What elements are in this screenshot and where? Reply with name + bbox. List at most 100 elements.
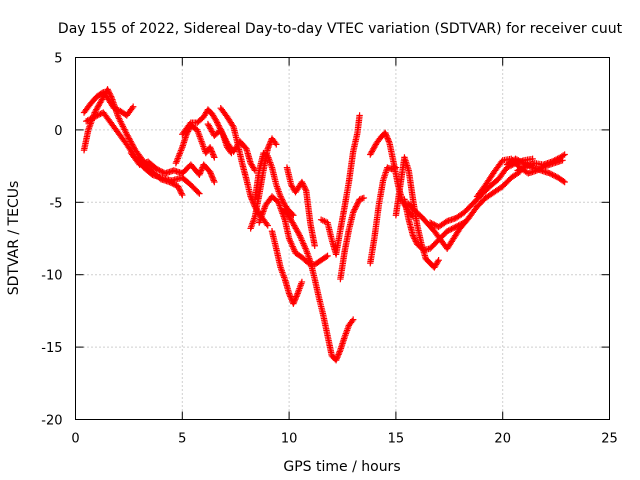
data-point — [546, 170, 553, 177]
x-tick-label: 10 — [281, 432, 298, 447]
data-point — [354, 200, 361, 207]
data-point — [196, 171, 203, 178]
data-point — [301, 184, 308, 192]
data-point — [552, 173, 559, 180]
data-point — [561, 178, 568, 186]
data-point — [515, 157, 522, 164]
data-point — [107, 93, 115, 100]
data-point — [210, 177, 217, 184]
data-point — [265, 144, 272, 151]
x-tick-label: 0 — [71, 432, 79, 447]
data-point — [208, 171, 215, 178]
y-tick-label: 0 — [54, 124, 62, 139]
data-point — [214, 120, 222, 128]
data-point — [560, 152, 567, 159]
data-point — [209, 151, 217, 158]
data-point — [179, 191, 186, 199]
series-track-x — [503, 155, 568, 186]
data-point — [129, 103, 137, 110]
data-point — [213, 119, 221, 126]
data-point — [169, 180, 176, 187]
data-point — [356, 112, 363, 119]
data-point — [352, 204, 359, 212]
data-point — [446, 226, 454, 234]
data-point — [295, 230, 303, 238]
data-point — [263, 220, 270, 228]
data-point — [333, 355, 340, 362]
data-point — [207, 145, 214, 152]
data-point — [352, 203, 360, 210]
data-point — [519, 159, 526, 166]
data-point — [445, 227, 452, 234]
data-point — [88, 115, 96, 122]
data-point — [353, 201, 360, 209]
data-point — [383, 133, 391, 141]
y-tick-label: 5 — [54, 52, 62, 67]
data-point — [300, 181, 307, 189]
data-point — [106, 90, 113, 97]
data-point — [442, 218, 449, 226]
data-point — [206, 144, 214, 151]
series-track-q — [367, 164, 400, 267]
data-point — [293, 293, 300, 300]
x-tick-label: 15 — [388, 432, 405, 447]
data-point — [554, 155, 561, 163]
data-point — [551, 157, 558, 164]
data-point — [156, 167, 163, 174]
data-point — [154, 166, 162, 173]
data-point — [412, 238, 420, 245]
data-point — [213, 118, 220, 125]
grid — [75, 57, 610, 420]
data-point — [449, 225, 457, 232]
data-point — [105, 89, 113, 96]
data-point — [229, 122, 236, 129]
data-point — [354, 199, 362, 206]
data-point — [266, 141, 273, 148]
data-point — [279, 197, 286, 205]
data-point — [221, 135, 229, 142]
series-track-l — [268, 228, 306, 307]
data-point — [426, 219, 434, 226]
data-point — [435, 257, 442, 264]
data-point — [548, 158, 556, 165]
data-point — [520, 164, 527, 171]
data-point — [428, 220, 435, 227]
data-point — [176, 187, 184, 194]
data-point — [336, 348, 343, 355]
data-point — [452, 223, 459, 231]
data-point — [334, 352, 342, 359]
data-point — [206, 168, 214, 176]
data-point — [385, 138, 393, 145]
data-point — [175, 184, 182, 192]
data-point — [272, 139, 279, 147]
data-point — [209, 149, 216, 157]
data-point — [82, 118, 90, 125]
data-point — [349, 316, 357, 323]
series-track-p — [337, 194, 368, 283]
data-point — [434, 258, 441, 265]
data-point — [222, 136, 229, 144]
data-point — [298, 178, 306, 186]
data-point — [518, 165, 526, 172]
data-point — [104, 86, 111, 93]
data-point — [514, 167, 521, 174]
data-point — [264, 145, 271, 152]
data-point — [448, 225, 455, 233]
data-point — [360, 194, 368, 202]
data-point — [323, 253, 330, 260]
data-point — [207, 170, 214, 177]
data-point — [177, 188, 185, 196]
data-point — [350, 207, 358, 215]
data-point — [348, 317, 356, 325]
data-point — [221, 133, 228, 141]
x-tick-label: 20 — [494, 432, 511, 447]
data-point — [385, 136, 392, 144]
data-point — [292, 296, 299, 303]
data-point — [211, 178, 218, 186]
x-tick-label: 5 — [178, 432, 186, 447]
data-point — [153, 165, 160, 173]
data-point — [174, 183, 182, 190]
data-point — [219, 131, 227, 138]
data-point — [170, 181, 177, 188]
